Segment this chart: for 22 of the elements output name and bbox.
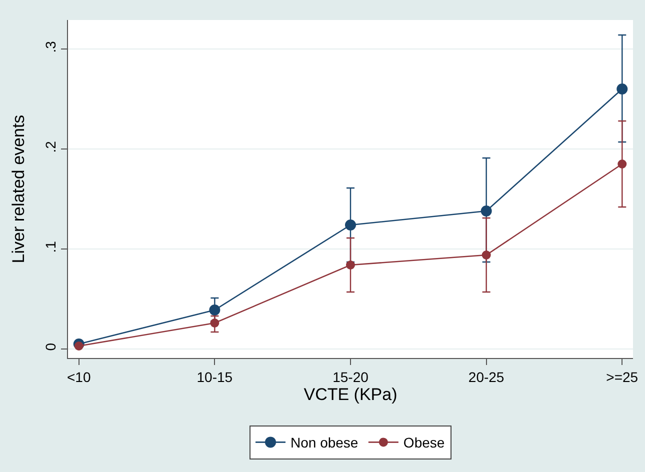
y-tick-label: 0	[42, 342, 58, 351]
point	[618, 160, 627, 168]
point	[345, 220, 356, 230]
point	[210, 318, 220, 328]
y-axis-title: Liver related events	[9, 114, 28, 264]
x-tick-label: >=25	[606, 368, 638, 385]
y-tick-label: .1	[42, 240, 58, 253]
point	[480, 206, 492, 216]
y-tick-label: .2	[42, 140, 58, 153]
point	[209, 304, 220, 316]
point	[346, 260, 355, 270]
x-tick-label: 15-20	[332, 368, 369, 385]
legend-label: Non obese	[290, 434, 358, 451]
x-tick-label: <10	[66, 368, 91, 385]
x-tick-label: 10-15	[196, 368, 233, 385]
legend-label: Obese	[403, 434, 445, 451]
point	[616, 84, 628, 94]
x-axis-title: VCTE (KPa)	[304, 385, 398, 404]
point	[74, 342, 84, 350]
point	[482, 250, 491, 260]
x-tick-label: 20-25	[468, 368, 504, 385]
y-tick-label: .3	[42, 40, 58, 53]
